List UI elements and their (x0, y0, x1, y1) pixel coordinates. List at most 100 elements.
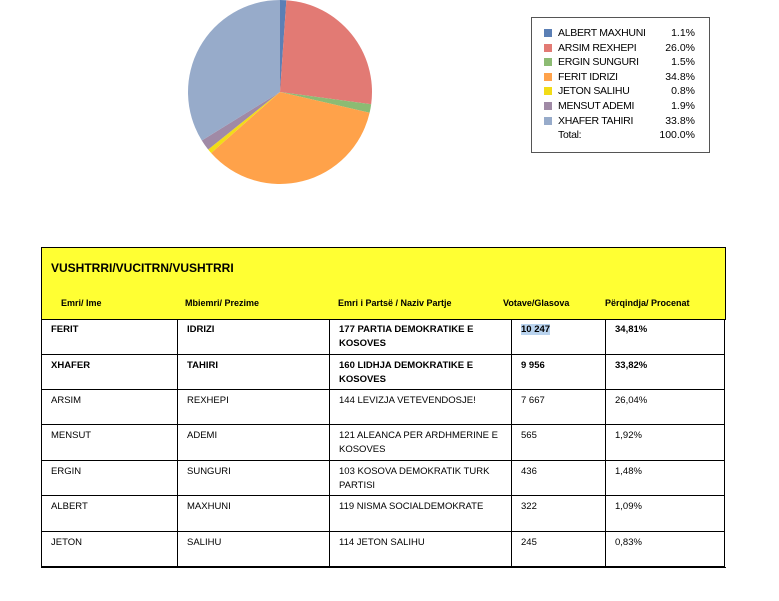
cell-party: 114 JETON SALIHU (330, 532, 512, 566)
cell-first: MENSUT (42, 425, 178, 460)
legend-swatch (544, 116, 552, 125)
cell-last: IDRIZI (178, 319, 330, 354)
cell-party: 177 PARTIA DEMOKRATIKE E KOSOVES (330, 319, 512, 354)
pie-chart (188, 0, 372, 185)
pie-slice-arsim-rexhepi (280, 0, 372, 105)
table-row: ARSIM REXHEPI 144 LEVIZJA VETEVENDOSJE! 7 6… (41, 390, 725, 425)
cell-text: TAHIRI (187, 360, 218, 371)
pie-slice-xhafer-tahiri (188, 0, 280, 141)
cell-pct: 33,82% (606, 355, 725, 389)
cell-party: 119 NISMA SOCIALDEMOKRATE (330, 496, 512, 531)
legend-total-label: Total: (558, 129, 582, 142)
legend-swatch (544, 43, 552, 52)
cell-first: ARSIM (42, 390, 178, 424)
cell-text: ALBERT (51, 501, 88, 512)
table-bottom-border (41, 567, 726, 568)
cell-text: ERGIN (51, 466, 82, 477)
cell-text: 114 JETON SALIHU (339, 537, 425, 548)
cell-text: 144 LEVIZJA VETEVENDOSJE! (339, 395, 476, 406)
legend-item: FERIT IDRIZI 34.8% (532, 70, 709, 84)
legend-value: 33.8% (665, 114, 695, 127)
cell-text: 34,81% (615, 324, 648, 335)
legend-label: JETON SALIHU (558, 85, 630, 98)
cell-text: 26,04% (615, 395, 648, 406)
cell-last: SUNGURI (178, 461, 330, 495)
cell-text: 565 (521, 430, 537, 441)
cell-last: ADEMI (178, 425, 330, 460)
table-title: VUSHTRRI/VUCITRN/VUSHTRRI (51, 261, 234, 275)
cell-last: TAHIRI (178, 355, 330, 389)
cell-text: SUNGURI (187, 466, 231, 477)
cell-text: FERIT (51, 324, 79, 335)
legend-item: ALBERT MAXHUNI 1.1% (532, 26, 709, 40)
cell-votes: 9 956 (512, 355, 606, 389)
legend-value: 1.1% (671, 27, 695, 39)
legend-label: FERIT IDRIZI (558, 70, 618, 83)
cell-text: XHAFER (51, 360, 91, 371)
cell-pct: 34,81% (606, 319, 725, 354)
legend-total-value: 100.0% (659, 129, 695, 142)
cell-pct: 1,09% (606, 496, 725, 531)
cell-party: 121 ALEANCA PER ARDHMERINE E KOSOVES (330, 425, 512, 460)
table-row: XHAFER TAHIRI 160 LIDHJA DEMOKRATIKE E KOS… (41, 355, 725, 390)
legend-total: Total: 100.0% (532, 128, 709, 142)
cell-votes: 565 (512, 425, 606, 460)
legend-label: XHAFER TAHIRI (558, 114, 634, 127)
cell-text: 322 (521, 501, 537, 512)
legend-item: XHAFER TAHIRI 33.8% (532, 114, 709, 128)
cell-text: IDRIZI (187, 324, 215, 335)
cell-text: MAXHUNI (187, 501, 231, 512)
cell-last: MAXHUNI (178, 496, 330, 531)
cell-text: 160 LIDHJA DEMOKRATIKE E KOSOVES (339, 360, 474, 385)
cell-votes: 10 247 (512, 319, 606, 354)
legend-item: JETON SALIHU 0.8% (532, 84, 709, 98)
table-header: VUSHTRRI/VUCITRN/VUSHTRRI Emri/ Ime Mbie… (41, 247, 726, 320)
legend-value: 1.9% (671, 100, 695, 112)
cell-pct: 0,83% (606, 532, 725, 566)
cell-text: ARSIM (51, 395, 82, 406)
cell-text: JETON (51, 537, 82, 548)
pie-slice-ferit-idrizi (211, 92, 370, 185)
chart-legend: ALBERT MAXHUNI 1.1% ARSIM REXHEPI 26.0% ERGI… (531, 17, 710, 153)
cell-text: 7 667 (521, 395, 545, 406)
cell-text: 0,83% (615, 537, 642, 548)
legend-swatch (544, 29, 552, 37)
legend-label: MENSUT ADEMI (558, 100, 635, 112)
legend-label: ALBERT MAXHUNI (558, 27, 646, 39)
pie-slice-albert-maxhuni (280, 0, 287, 92)
legend-swatch (544, 72, 552, 81)
cell-pct: 1,48% (606, 461, 725, 495)
col-header-party: Emri i Partsë / Naziv Partje (338, 298, 452, 308)
cell-pct: 26,04% (606, 390, 725, 424)
cell-text: 1,09% (615, 501, 642, 512)
cell-party: 160 LIDHJA DEMOKRATIKE E KOSOVES (330, 355, 512, 389)
table-row: ERGIN SUNGURI 103 KOSOVA DEMOKRATIK TURK P… (41, 461, 725, 496)
table-row: JETON SALIHU 114 JETON SALIHU 245 0,83% (41, 532, 725, 567)
legend-item: ERGIN SUNGURI 1.5% (532, 55, 709, 69)
cell-party: 103 KOSOVA DEMOKRATIK TURK PARTISI (330, 461, 512, 495)
cell-first: JETON (42, 532, 178, 566)
pie-slice-ergin-sunguri (280, 92, 372, 113)
col-header-votes: Votave/Glasova (503, 298, 570, 308)
cell-first: ERGIN (42, 461, 178, 495)
cell-votes: 7 667 (512, 390, 606, 424)
cell-votes: 245 (512, 532, 606, 566)
cell-text: 10 247 (521, 324, 551, 335)
legend-swatch (544, 102, 552, 110)
cell-text: REXHEPI (187, 395, 229, 406)
col-header-percent: Përqindja/ Procenat (605, 298, 690, 308)
table-row: ALBERT MAXHUNI 119 NISMA SOCIALDEMOKRATE 32… (41, 496, 725, 532)
legend-value: 34.8% (665, 70, 695, 83)
cell-text: 103 KOSOVA DEMOKRATIK TURK PARTISI (339, 466, 490, 491)
cell-text: 436 (521, 466, 537, 477)
table-row: FERIT IDRIZI 177 PARTIA DEMOKRATIKE E KOSO… (41, 319, 725, 355)
cell-text: 33,82% (615, 360, 648, 371)
cell-text: 245 (521, 537, 537, 548)
cell-text: 1,48% (615, 466, 642, 477)
col-header-last-name: Mbiemri/ Prezime (185, 298, 260, 308)
legend-swatch (544, 87, 552, 96)
cell-votes: 322 (512, 496, 606, 531)
legend-value: 0.8% (671, 85, 695, 98)
cell-text: 9 956 (521, 360, 545, 371)
cell-votes: 436 (512, 461, 606, 495)
